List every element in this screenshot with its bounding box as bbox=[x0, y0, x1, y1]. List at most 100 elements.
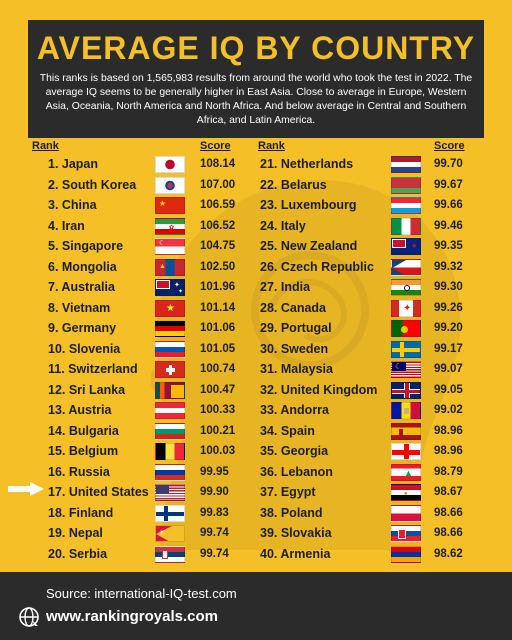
country-name: 27. India bbox=[260, 280, 311, 294]
country-name: 31. Malaysia bbox=[260, 362, 333, 376]
iq-score: 99.26 bbox=[434, 301, 463, 314]
italy-flag-icon bbox=[391, 217, 421, 235]
iq-score: 98.67 bbox=[434, 486, 463, 498]
ranking-row: 8. Vietnam ★ 101.14 bbox=[28, 298, 268, 319]
iq-score: 99.30 bbox=[434, 281, 463, 293]
country-name: 12. Sri Lanka bbox=[48, 382, 126, 397]
iq-score: 99.66 bbox=[434, 199, 463, 211]
armenia-flag-icon bbox=[391, 545, 421, 563]
japan-flag-icon bbox=[155, 156, 185, 173]
rank-header: Rank bbox=[258, 140, 285, 152]
iq-score: 99.70 bbox=[434, 158, 463, 170]
country-name: 8. Vietnam bbox=[48, 300, 111, 315]
country-name: 20. Serbia bbox=[48, 546, 108, 561]
ranking-column-right: Rank Score 21. Netherlands 99.70 22. Belar… bbox=[254, 140, 494, 564]
score-header: Score bbox=[434, 140, 465, 152]
iq-score: 98.96 bbox=[434, 445, 463, 457]
country-name: 1. Japan bbox=[48, 157, 99, 171]
iq-score: 99.90 bbox=[200, 486, 229, 498]
country-name: 9. Germany bbox=[48, 321, 117, 335]
country-name: 40. Armenia bbox=[260, 546, 331, 561]
ranking-row: 5. Singapore ☾ 104.75 bbox=[28, 236, 268, 257]
country-name: 18. Finland bbox=[48, 505, 114, 520]
finland-flag-icon bbox=[155, 504, 185, 522]
iran-flag-icon: ✿ bbox=[155, 217, 185, 235]
score-header: Score bbox=[200, 140, 231, 152]
ranking-row: 28. Canada ✦ 99.26 bbox=[254, 298, 494, 319]
country-name: 11. Switzerland bbox=[48, 362, 138, 376]
ranking-row: 32. United Kingdom 99.05 bbox=[254, 380, 494, 401]
iq-score: 101.05 bbox=[200, 342, 236, 355]
belarus-flag-icon bbox=[391, 176, 421, 194]
iq-score: 99.74 bbox=[200, 527, 229, 539]
spain-flag-icon bbox=[391, 422, 421, 440]
ranking-row: 1. Japan 108.14 bbox=[28, 154, 268, 175]
country-name: 13. Austria bbox=[48, 403, 112, 417]
iq-score: 100.47 bbox=[200, 383, 236, 396]
ranking-row: 15. Belgium 100.03 bbox=[28, 441, 268, 462]
newzealand-flag-icon: ★ bbox=[391, 238, 421, 255]
slovakia-flag-icon bbox=[391, 525, 421, 542]
page-title: AVERAGE IQ BY COUNTRY bbox=[36, 30, 476, 66]
country-name: 22. Belarus bbox=[260, 177, 327, 192]
slovenia-flag-icon bbox=[155, 340, 185, 358]
country-name: 38. Poland bbox=[260, 505, 323, 520]
georgia-flag-icon bbox=[391, 443, 421, 460]
ranking-row: 40. Armenia 98.62 bbox=[254, 544, 494, 565]
ranking-row: 10. Slovenia 101.05 bbox=[28, 339, 268, 360]
country-name: 35. Georgia bbox=[260, 444, 329, 458]
austria-flag-icon bbox=[155, 402, 185, 419]
iq-score: 99.02 bbox=[434, 404, 463, 416]
ranking-row: 37. Egypt ● 98.67 bbox=[254, 482, 494, 503]
iq-score: 104.75 bbox=[200, 240, 236, 252]
website-link[interactable]: www.rankingroyals.com bbox=[46, 608, 218, 625]
germany-flag-icon bbox=[155, 320, 185, 337]
iq-score: 107.00 bbox=[200, 178, 236, 191]
iq-score: 99.46 bbox=[434, 219, 463, 232]
country-name: 21. Netherlands bbox=[260, 157, 354, 171]
iq-score: 98.79 bbox=[434, 465, 463, 478]
poland-flag-icon bbox=[391, 504, 421, 522]
ranking-row: 12. Sri Lanka 100.47 bbox=[28, 380, 268, 401]
ranking-row: 39. Slovakia 98.66 bbox=[254, 523, 494, 544]
country-name: 36. Lebanon bbox=[260, 464, 333, 479]
source-text: Source: international-IQ-test.com bbox=[46, 586, 237, 601]
bulgaria-flag-icon bbox=[155, 422, 185, 440]
country-name: 4. Iran bbox=[48, 218, 85, 233]
ranking-row: 17. United States 99.90 bbox=[28, 482, 268, 503]
country-name: 16. Russia bbox=[48, 464, 110, 479]
portugal-flag-icon bbox=[391, 320, 421, 337]
iq-score: 98.66 bbox=[434, 506, 463, 519]
iq-score: 99.32 bbox=[434, 260, 463, 273]
czech-flag-icon bbox=[391, 258, 421, 276]
country-name: 15. Belgium bbox=[48, 444, 119, 458]
malaysia-flag-icon: ☾ bbox=[391, 361, 421, 378]
ranking-row: 13. Austria 100.33 bbox=[28, 400, 268, 421]
ranking-row: 7. Australia ✦ ✦ 101.96 bbox=[28, 277, 268, 298]
belgium-flag-icon bbox=[155, 443, 185, 460]
iq-score: 101.14 bbox=[200, 301, 236, 314]
iq-score: 102.50 bbox=[200, 260, 236, 273]
ranking-row: 31. Malaysia ☾ 99.07 bbox=[254, 359, 494, 380]
iq-score: 99.07 bbox=[434, 363, 463, 375]
lebanon-flag-icon: ▲ bbox=[391, 463, 421, 481]
ranking-row: 11. Switzerland 100.74 bbox=[28, 359, 268, 380]
ranking-row: 36. Lebanon ▲ 98.79 bbox=[254, 462, 494, 483]
brain-head-watermark-icon bbox=[150, 180, 461, 550]
srilanka-flag-icon bbox=[155, 381, 185, 399]
ranking-row: 16. Russia 99.95 bbox=[28, 462, 268, 483]
country-name: 10. Slovenia bbox=[48, 341, 121, 356]
ranking-row: 29. Portugal 99.20 bbox=[254, 318, 494, 339]
iq-score: 99.20 bbox=[434, 322, 463, 334]
iq-score: 101.96 bbox=[200, 281, 236, 293]
country-name: 39. Slovakia bbox=[260, 526, 332, 540]
globe-icon bbox=[19, 607, 39, 627]
india-flag-icon bbox=[391, 279, 421, 296]
iq-score: 99.17 bbox=[434, 342, 463, 355]
china-flag-icon: ★ bbox=[155, 197, 185, 214]
iq-score: 98.96 bbox=[434, 424, 463, 437]
iq-score: 100.03 bbox=[200, 445, 236, 457]
ranking-row: 34. Spain 98.96 bbox=[254, 421, 494, 442]
country-name: 32. United Kingdom bbox=[260, 382, 378, 397]
iq-score: 99.05 bbox=[434, 383, 463, 396]
